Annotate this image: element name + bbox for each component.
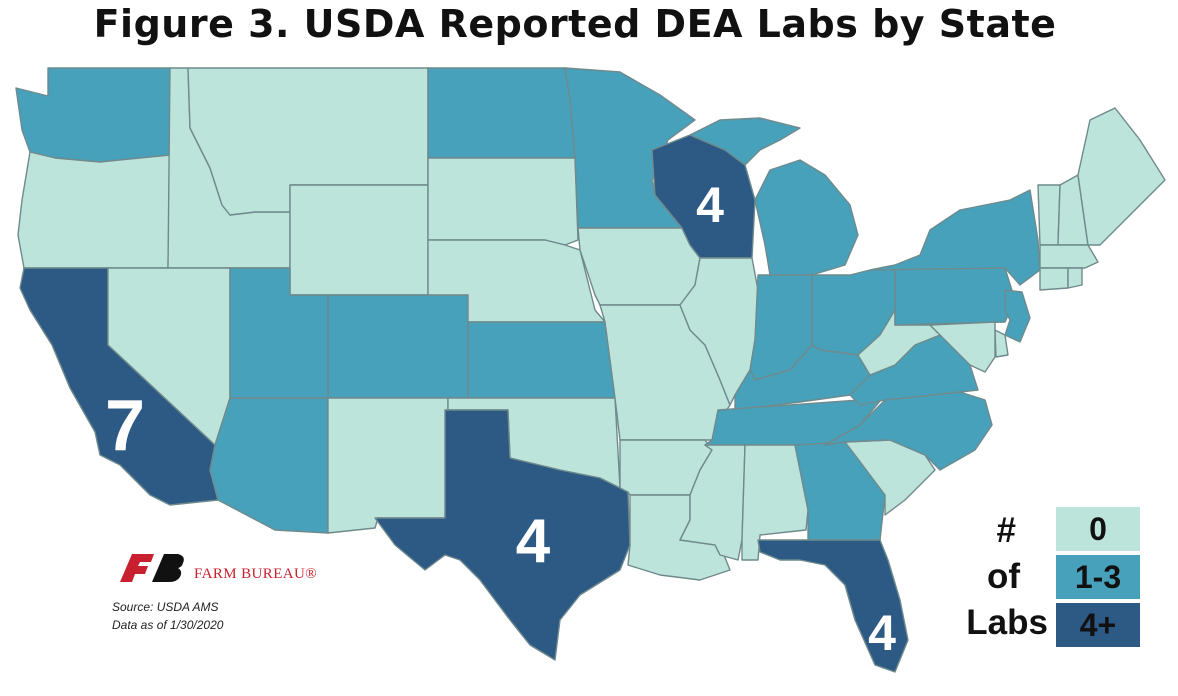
state-KS	[467, 321, 616, 399]
state-SD	[427, 157, 579, 246]
state-VT	[1037, 184, 1061, 246]
legend-title-of: of	[986, 557, 1020, 596]
state-AZ	[209, 397, 329, 534]
state-NE	[427, 239, 606, 323]
state-shapes	[15, 67, 1166, 673]
state-NM	[327, 397, 449, 534]
logo-shape-black	[152, 554, 184, 582]
farm-bureau-logo	[120, 554, 184, 582]
state-RI	[1067, 267, 1083, 289]
count-label-wi: 4	[696, 177, 724, 233]
state-WA	[15, 67, 171, 163]
state-ME	[1077, 107, 1166, 246]
state-ND	[427, 67, 576, 159]
state-MA	[1039, 244, 1099, 269]
state-IA	[577, 227, 701, 306]
state-MD	[929, 321, 996, 373]
date-line: Data as of 1/30/2020	[112, 618, 224, 632]
source-line: Source: USDA AMS	[112, 600, 219, 614]
state-CO	[327, 294, 469, 399]
farm-bureau-brand: FARM BUREAU®	[194, 566, 318, 582]
legend-title-labs: Labs	[966, 603, 1048, 642]
logo-shape-red	[120, 554, 154, 582]
state-PA	[894, 264, 1016, 326]
legend-bin-zero: 0	[1056, 507, 1140, 551]
state-KY	[734, 344, 871, 411]
state-FL	[757, 539, 909, 673]
state-OR	[17, 151, 171, 269]
state-CT	[1039, 267, 1069, 291]
state-WY	[289, 184, 429, 296]
count-label-ca: 7	[105, 386, 145, 466]
state-TX	[374, 409, 631, 661]
state-MI-UP	[689, 117, 801, 166]
source-note: Source: USDA AMS Data as of 1/30/2020	[112, 598, 223, 634]
state-count-labels: 7 4 4 4	[105, 177, 896, 661]
legend-bin-one-to-three: 1-3	[1056, 555, 1140, 599]
count-label-fl: 4	[868, 605, 896, 661]
count-label-tx: 4	[516, 507, 551, 576]
state-NJ	[1004, 289, 1031, 343]
legend-title-hash: #	[996, 511, 1016, 550]
legend-bin-four-plus: 4+	[1056, 603, 1140, 647]
state-MI	[754, 159, 859, 276]
state-MN	[564, 67, 696, 229]
map-title: Figure 3. USDA Reported DEA Labs by Stat…	[93, 2, 1057, 46]
state-NY	[869, 189, 1041, 286]
